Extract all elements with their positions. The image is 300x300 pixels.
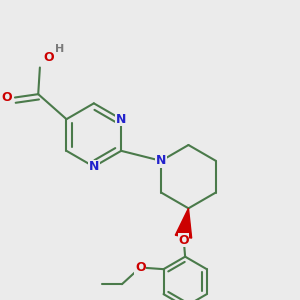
Text: N: N bbox=[156, 154, 166, 167]
Text: O: O bbox=[43, 51, 53, 64]
Text: O: O bbox=[1, 91, 12, 104]
Text: N: N bbox=[116, 113, 126, 126]
Text: H: H bbox=[55, 44, 64, 54]
Text: O: O bbox=[178, 233, 189, 247]
Text: N: N bbox=[156, 154, 166, 167]
Text: O: O bbox=[135, 261, 146, 274]
Polygon shape bbox=[175, 208, 192, 238]
Text: N: N bbox=[89, 160, 99, 173]
